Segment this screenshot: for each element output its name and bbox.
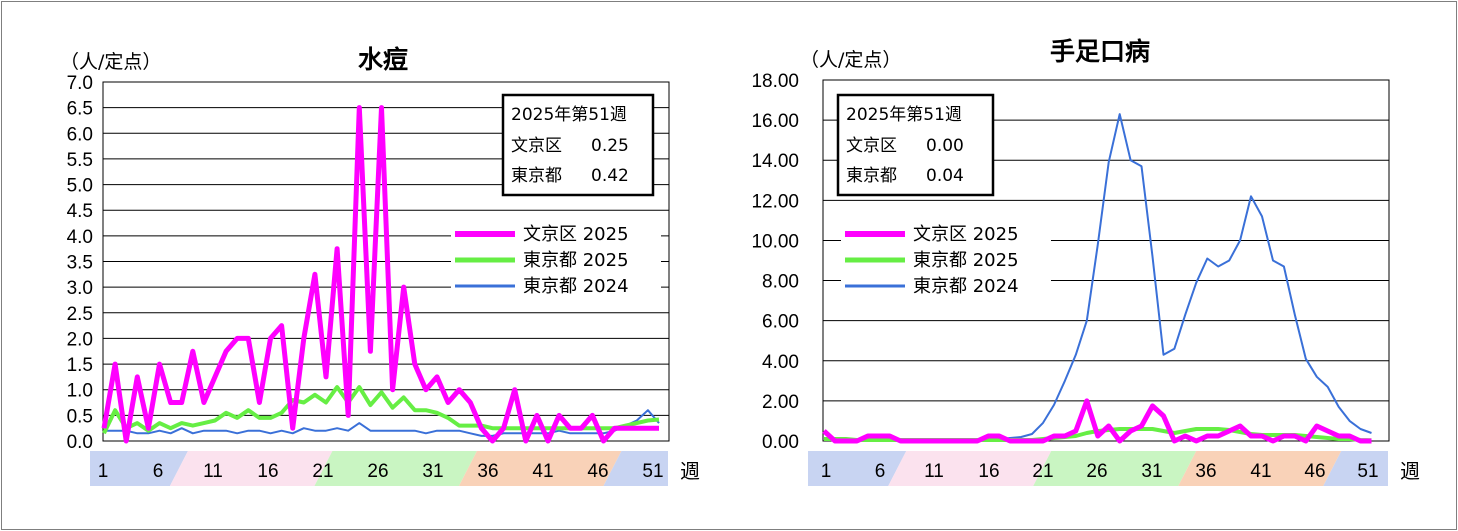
- week-tick-label: 21: [312, 461, 333, 482]
- y-tick-label: 0.0: [67, 432, 93, 453]
- y-tick-label: 3.5: [67, 253, 93, 274]
- series-line: [101, 105, 659, 444]
- y-tick-label: 6.5: [67, 99, 93, 120]
- week-tick-label: 46: [587, 461, 608, 482]
- week-tick-label: 6: [875, 461, 886, 482]
- y-tick-label: 2.00: [762, 392, 799, 413]
- week-band-segment: [90, 451, 188, 486]
- y-tick-label: 12.00: [751, 191, 799, 212]
- y-tick-label: 0.00: [762, 432, 799, 453]
- legend-label: 文京区 2025: [523, 224, 629, 245]
- week-band-segment: [169, 451, 333, 486]
- week-tick-label: 11: [924, 461, 944, 482]
- legend-label: 東京都 2025: [523, 250, 629, 271]
- week-axis-unit: 週: [680, 459, 700, 483]
- y-tick-label: 14.00: [751, 151, 799, 172]
- info-box-label: 東京都: [846, 166, 897, 186]
- y-tick-label: 0.5: [67, 406, 93, 427]
- week-tick-label: 31: [1141, 461, 1162, 482]
- week-band-segment: [1033, 451, 1197, 486]
- y-tick-label: 1.0: [67, 381, 93, 402]
- week-tick-label: 51: [1357, 461, 1378, 482]
- y-tick-label: 7.0: [67, 73, 93, 94]
- week-tick-label: 31: [422, 461, 443, 482]
- y-tick-label: 4.0: [67, 227, 93, 248]
- y-tick-label: 5.0: [67, 176, 93, 197]
- series-line: [104, 409, 660, 437]
- y-tick-label: 5.5: [67, 150, 93, 171]
- y-tick-label: 4.00: [762, 352, 799, 373]
- info-box-heading: 2025年第51週: [511, 105, 627, 125]
- week-band-segment: [808, 451, 907, 486]
- week-tick-label: 41: [532, 461, 553, 482]
- chart-1: 0.0 0.5 1.0 1.5 2.0 2.5 3.0 3.5 4.0 4.5 5.0 5.5 6.0 6…: [60, 45, 700, 486]
- legend-label: 東京都 2024: [913, 276, 1019, 297]
- legend-label: 文京区 2025: [913, 224, 1019, 245]
- week-tick-label: 26: [367, 461, 388, 482]
- week-tick-label: 41: [1250, 461, 1271, 482]
- legend-label: 東京都 2025: [913, 250, 1019, 271]
- week-tick-label: 16: [257, 461, 278, 482]
- chart-2: 0.002.004.006.008.0010.0012.0014.0016.00…: [751, 37, 1420, 486]
- week-tick-label: 1: [98, 461, 109, 482]
- y-tick-label: 4.5: [67, 201, 93, 222]
- info-box-value: 0.42: [591, 166, 629, 186]
- y-axis-unit: （人/定点）: [60, 51, 161, 73]
- chart-title: 水痘: [358, 45, 408, 74]
- y-tick-label: 3.0: [67, 278, 93, 299]
- week-tick-label: 46: [1304, 461, 1325, 482]
- y-tick-label: 16.00: [751, 111, 799, 132]
- week-tick-label: 36: [1195, 461, 1216, 482]
- week-band-segment: [603, 451, 668, 486]
- y-tick-label: 8.00: [762, 272, 799, 293]
- y-tick-label: 2.5: [67, 304, 93, 325]
- week-tick-label: 26: [1086, 461, 1107, 482]
- week-band-segment: [314, 451, 477, 486]
- y-tick-label: 6.0: [67, 124, 93, 145]
- week-tick-label: 16: [978, 461, 999, 482]
- info-box: [836, 93, 995, 197]
- week-axis-unit: 週: [1400, 459, 1420, 483]
- info-box-label: 東京都: [511, 166, 562, 186]
- week-tick-label: 51: [642, 461, 663, 482]
- y-axis-unit: （人/定点）: [800, 49, 901, 71]
- y-tick-label: 10.00: [751, 231, 799, 252]
- week-tick-label: 1: [821, 461, 832, 482]
- info-box: [501, 93, 655, 197]
- legend-label: 東京都 2024: [523, 276, 629, 297]
- info-box-heading: 2025年第51週: [846, 105, 962, 125]
- week-band-segment: [1323, 451, 1388, 486]
- week-band-segment: [458, 451, 622, 486]
- week-band-segment: [888, 451, 1052, 486]
- y-tick-label: 1.5: [67, 355, 93, 376]
- info-box-value: 0.04: [926, 166, 964, 186]
- chart-title: 手足口病: [1050, 37, 1150, 66]
- week-band-segment: [1178, 451, 1342, 486]
- info-box-label: 文京区: [511, 136, 562, 156]
- week-tick-label: 21: [1032, 461, 1053, 482]
- y-tick-label: 18.00: [751, 71, 799, 92]
- y-tick-label: 2.0: [67, 329, 93, 350]
- series-line: [822, 398, 1372, 444]
- week-tick-label: 11: [203, 461, 223, 482]
- week-tick-label: 6: [153, 461, 164, 482]
- info-box-value: 0.00: [926, 136, 964, 156]
- y-tick-label: 6.00: [762, 312, 799, 333]
- info-box-label: 文京区: [846, 136, 897, 156]
- info-box-value: 0.25: [591, 136, 629, 156]
- week-tick-label: 36: [477, 461, 498, 482]
- series-line: [102, 385, 660, 435]
